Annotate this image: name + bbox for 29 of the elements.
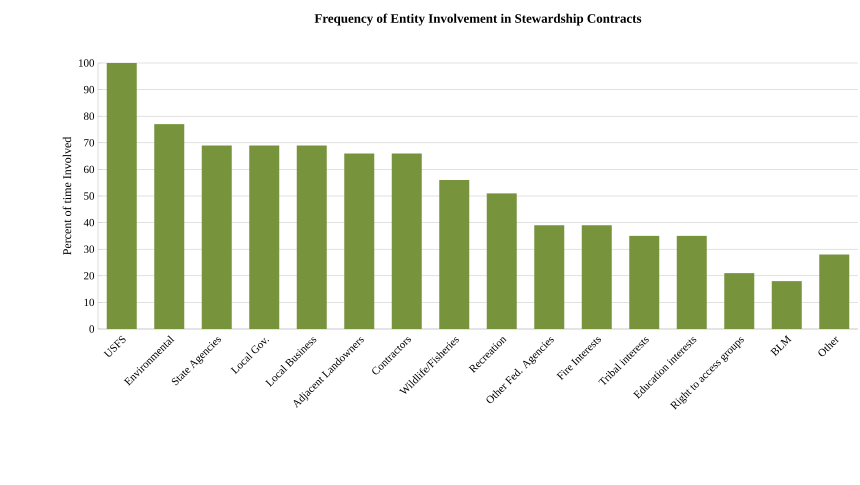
y-tick-label: 70: [84, 139, 94, 146]
bar: [772, 281, 802, 329]
y-tick-label: 40: [84, 218, 94, 226]
bar: [486, 193, 517, 329]
bar: [629, 236, 660, 329]
bar: [534, 225, 564, 329]
bar: [296, 145, 327, 329]
bar: [202, 145, 232, 329]
y-tick-label: 10: [84, 298, 94, 306]
y-tick-label: 50: [84, 192, 94, 200]
y-axis-title: Percent of time Involved: [62, 136, 72, 255]
y-tick-label: 80: [84, 112, 94, 120]
bar: [106, 62, 137, 329]
bar: [344, 153, 374, 329]
y-tick-label: 30: [84, 246, 94, 253]
bar: [392, 153, 422, 329]
y-tick-label: 60: [84, 166, 94, 174]
chart-title: Frequency of Entity Involvement in Stewardship Contracts: [314, 14, 642, 26]
y-tick-label: 100: [79, 59, 94, 67]
bar: [249, 145, 280, 329]
bar: [582, 225, 612, 329]
bar: [439, 180, 470, 329]
bar: [819, 254, 850, 329]
y-tick-label: 0: [89, 325, 94, 333]
bar: [154, 124, 184, 329]
y-tick-label: 90: [84, 86, 94, 94]
y-tick-label: 20: [84, 272, 94, 280]
bar: [676, 236, 707, 329]
bar: [724, 273, 754, 329]
